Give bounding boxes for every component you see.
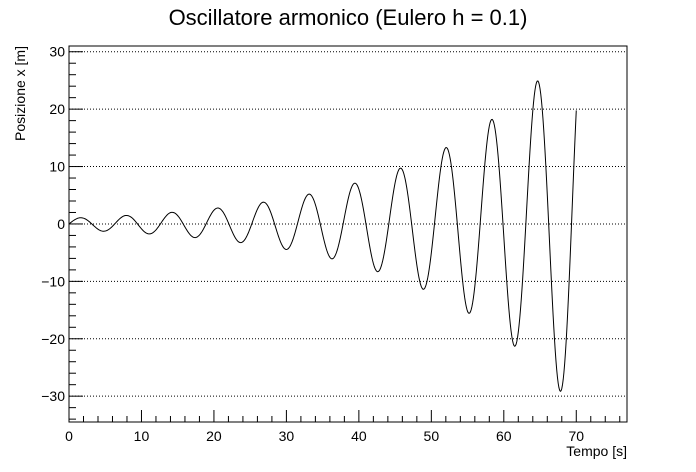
- x-tick-label: 20: [206, 428, 222, 444]
- x-tick-label: 10: [134, 428, 150, 444]
- y-tick-label: −30: [41, 388, 65, 404]
- grid-lines: [69, 51, 627, 397]
- x-axis-label: Tempo [s]: [566, 443, 627, 459]
- y-tick-label: −20: [41, 331, 65, 347]
- series-line-position: [68, 80, 577, 393]
- plot-frame: [68, 45, 628, 423]
- x-tick-label: 0: [65, 428, 73, 444]
- y-axis-label: Posizione x [m]: [12, 46, 28, 141]
- x-tick-label: 70: [568, 428, 584, 444]
- y-tick-label: 0: [57, 216, 65, 232]
- x-tick-label: 30: [279, 428, 295, 444]
- x-tick-label: 40: [351, 428, 367, 444]
- x-tick-label: 50: [424, 428, 440, 444]
- axis-ticks: [68, 51, 621, 422]
- chart-title: Oscillatore armonico (Eulero h = 0.1): [169, 5, 528, 30]
- x-tick-label: 60: [496, 428, 512, 444]
- tick-labels: −30 −20 −10 0 10 20 30 0 10 20 30 40 50 60 70: [41, 44, 584, 444]
- y-tick-label: 10: [49, 159, 65, 175]
- y-tick-label: 30: [49, 44, 65, 60]
- y-tick-label: −10: [41, 273, 65, 289]
- y-tick-label: 20: [49, 101, 65, 117]
